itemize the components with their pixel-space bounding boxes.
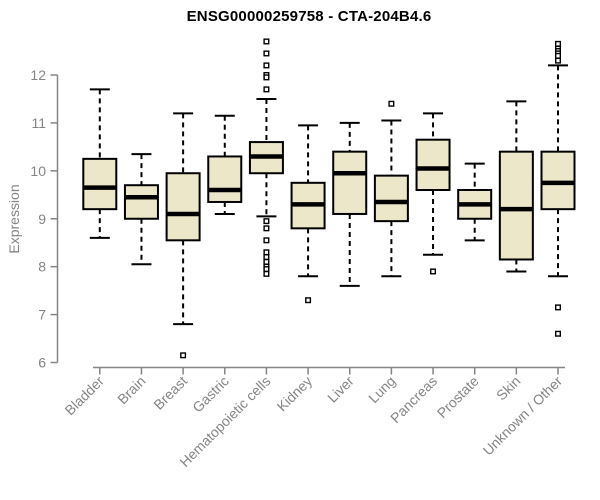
outlier-point <box>263 254 270 261</box>
x-tick-label: Unknown / Other <box>480 373 566 459</box>
iqr-box <box>415 138 451 192</box>
y-tick-label: 11 <box>31 115 46 131</box>
y-tick-label: 10 <box>30 163 46 179</box>
outlier-point <box>263 50 270 57</box>
y-tick-label: 6 <box>38 355 46 371</box>
boxplot-brain <box>123 153 159 266</box>
outlier-point <box>555 57 562 64</box>
outlier-point <box>263 249 270 256</box>
outlier-point <box>263 266 270 273</box>
outlier-point <box>263 62 270 69</box>
outlier-point <box>263 86 270 93</box>
outlier-point <box>263 38 270 45</box>
iqr-box <box>540 150 576 211</box>
x-tick-label: Lung <box>365 373 398 406</box>
x-tick-label: Kidney <box>274 373 316 415</box>
boxplot-bladder <box>82 88 118 239</box>
outlier-point <box>263 270 270 277</box>
outlier-point <box>388 100 395 107</box>
boxplot-prostate <box>457 162 493 242</box>
outlier-point <box>555 304 562 311</box>
iqr-box <box>498 150 534 261</box>
boxplot-hematopoietic-cells <box>248 38 284 277</box>
y-tick-label: 12 <box>30 67 46 83</box>
iqr-box <box>207 155 243 203</box>
outlier-point <box>263 74 270 81</box>
iqr-box <box>123 184 159 220</box>
boxplot-pancreas <box>415 112 451 275</box>
outlier-point <box>555 52 562 59</box>
x-tick-label: Breast <box>150 373 190 413</box>
boxplot-liver <box>332 121 368 287</box>
x-tick-label: Liver <box>324 373 357 406</box>
boxplot-unknown-other <box>540 40 576 337</box>
y-axis-label: Expression <box>6 184 22 254</box>
chart-title: ENSG00000259758 - CTA-204B4.6 <box>186 8 432 25</box>
iqr-box <box>332 150 368 215</box>
outlier-point <box>305 297 312 304</box>
y-tick-label: 8 <box>38 259 46 275</box>
boxplot-lung <box>373 100 409 278</box>
boxplot-skin <box>498 100 534 273</box>
boxplot-kidney <box>290 124 326 304</box>
outlier-point <box>555 40 562 47</box>
y-tick-label: 7 <box>38 307 46 323</box>
x-tick-label: Prostate <box>434 373 482 421</box>
outlier-point <box>430 268 437 275</box>
outlier-point <box>263 237 270 244</box>
boxplot-breast <box>165 112 201 359</box>
y-axis: 6 7 8 9 10 11 12 <box>30 67 59 371</box>
iqr-box <box>82 157 118 211</box>
x-tick-label: Skin <box>493 373 524 404</box>
iqr-box <box>165 172 201 242</box>
iqr-box <box>373 174 409 223</box>
outlier-point <box>180 352 187 359</box>
outlier-point <box>263 218 270 225</box>
x-tick-label: Brain <box>114 373 148 407</box>
outlier-point <box>263 225 270 232</box>
outlier-point <box>555 330 562 337</box>
y-tick-label: 9 <box>38 211 46 227</box>
boxplot-gastric <box>207 114 243 215</box>
outlier-point <box>263 258 270 265</box>
x-tick-label: Bladder <box>61 373 107 419</box>
